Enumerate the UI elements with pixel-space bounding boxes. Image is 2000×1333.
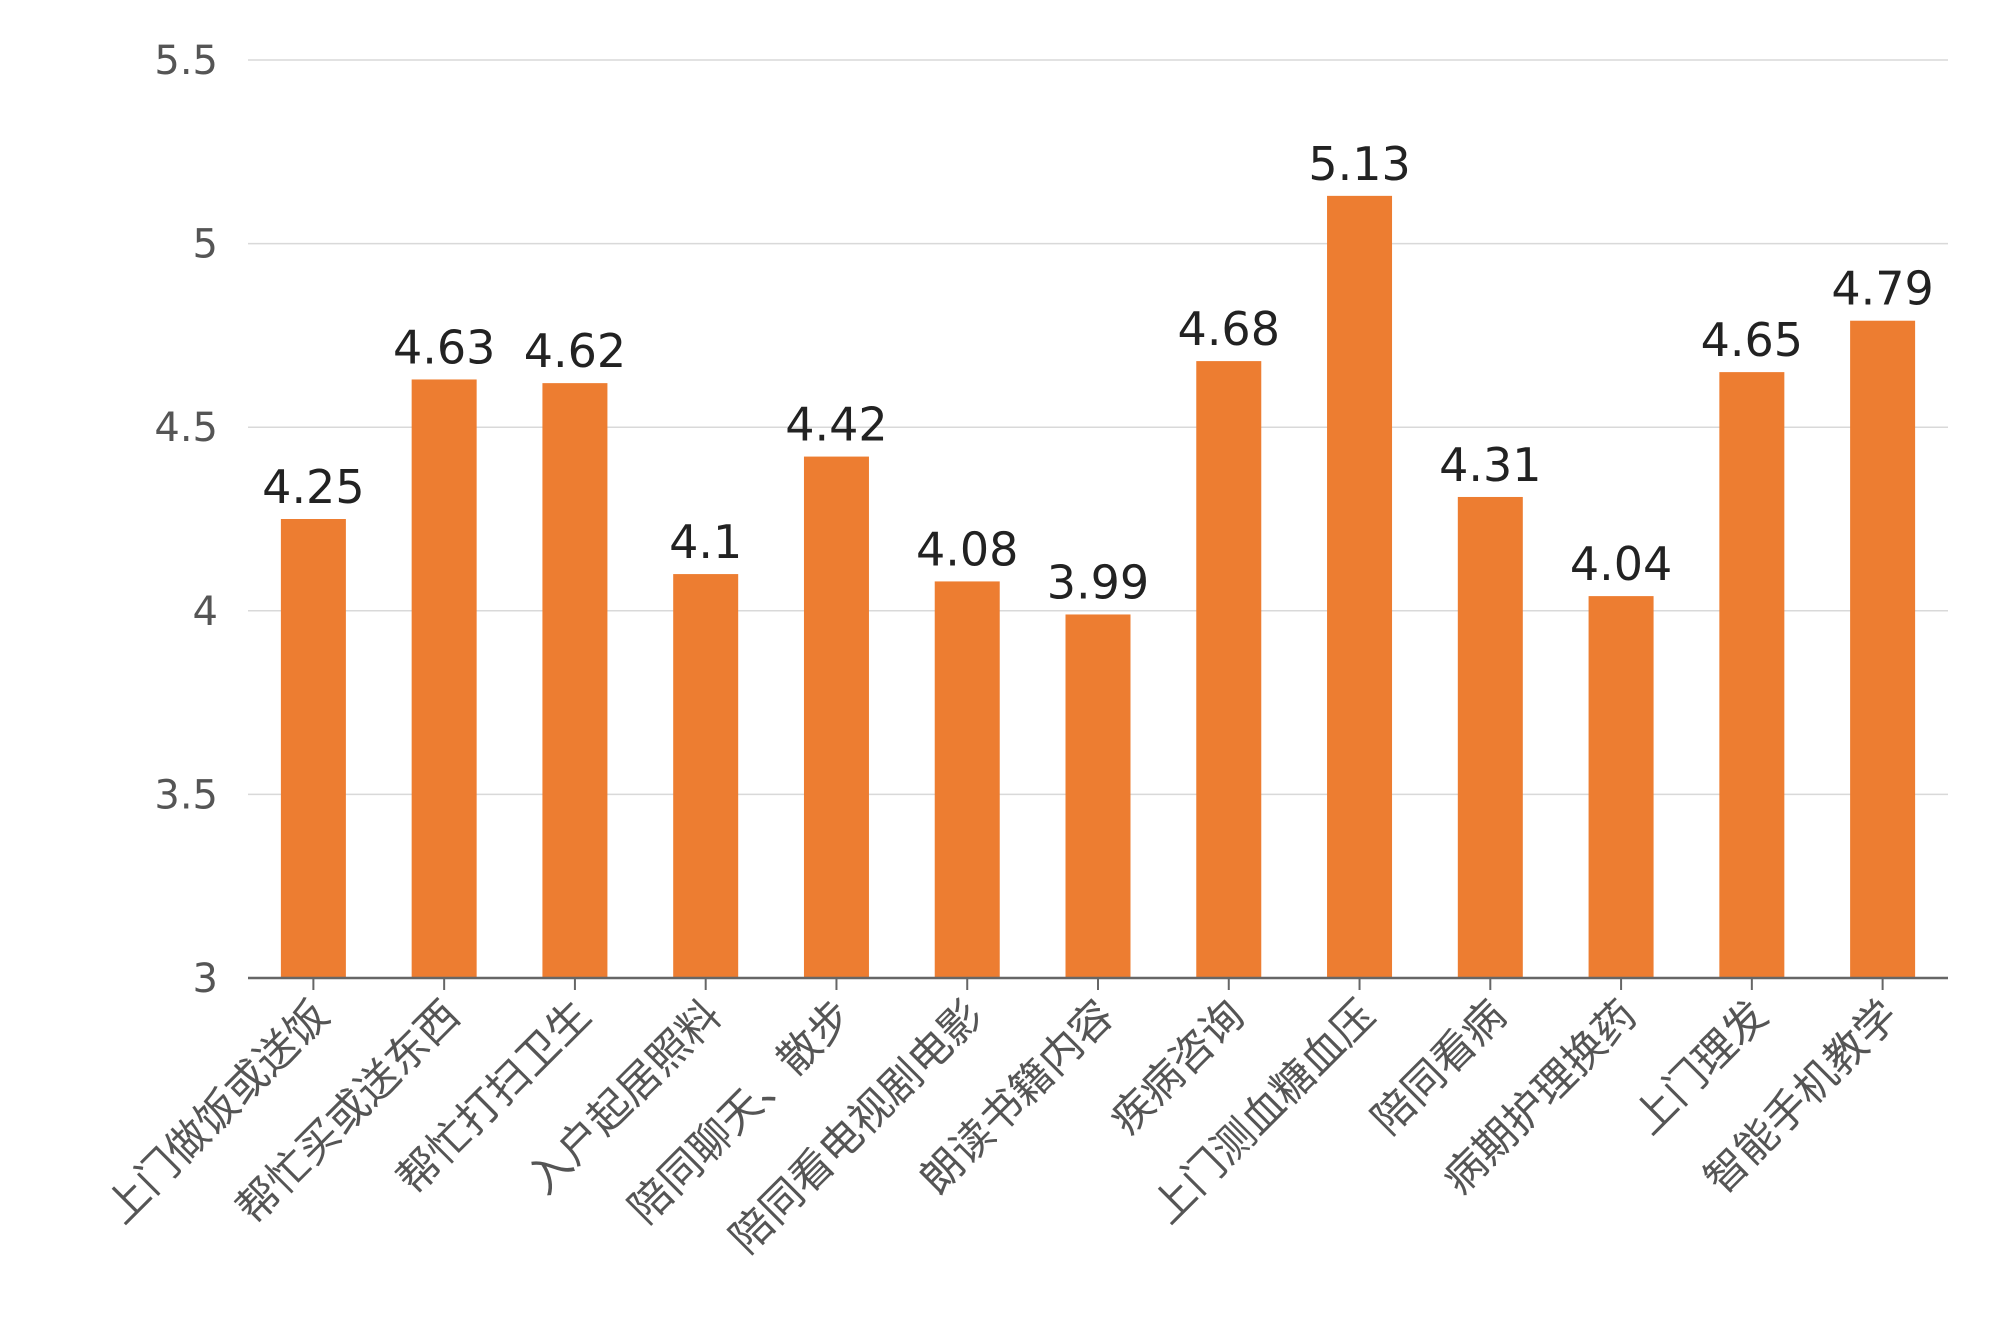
bars [280,195,1916,978]
bar [280,519,346,978]
data-label: 4.25 [262,460,364,514]
data-label: 4.42 [785,398,887,452]
bar [1457,496,1523,978]
bar [1719,372,1785,978]
x-axis-ticks: 上门做饭或送饭帮忙买或送东西帮忙打扫卫生入户起居照料陪同聊天、散步陪同看电视剧电… [96,990,1908,1262]
axes [248,976,1948,990]
bar [1196,361,1262,978]
bar [411,379,477,978]
y-tick-label: 4.5 [154,405,218,451]
gridlines [248,59,1948,796]
data-label: 3.99 [1047,555,1149,609]
bar [934,581,1000,978]
data-label: 4.65 [1701,313,1803,367]
y-tick-label: 4 [193,589,218,635]
bar [673,574,739,978]
data-label: 4.62 [524,324,626,378]
data-label: 4.68 [1178,302,1280,356]
bar [1850,320,1916,978]
data-label: 4.08 [916,522,1018,576]
bar [803,456,869,978]
data-label: 4.31 [1439,438,1541,492]
y-tick-label: 3 [193,956,218,1002]
x-tick-label: 陪同聊天、散步 [619,990,862,1233]
data-label: 4.63 [393,320,495,374]
y-tick-label: 3.5 [154,772,218,818]
bar [1588,596,1654,978]
bar [1065,614,1131,978]
y-tick-label: 5.5 [154,38,218,84]
data-labels: 4.25 4.63 4.62 4.1 4.42 4.08 3.99 4.68 5.13 4.31 4… [262,137,1934,610]
y-tick-label: 5 [193,222,218,268]
x-tick-label: 上门测血糖血压 [1142,990,1385,1233]
bar [542,383,608,978]
data-label: 5.13 [1308,137,1410,191]
y-axis-ticks: 3 3.5 4 4.5 5 5.5 [154,38,218,1002]
data-label: 4.79 [1831,262,1933,316]
x-tick-label: 上门做饭或送饭 [96,990,339,1233]
data-label: 4.1 [669,515,742,569]
x-tick-label: 帮忙买或送东西 [227,990,470,1233]
data-label: 4.04 [1570,537,1672,591]
bar [1327,195,1393,978]
